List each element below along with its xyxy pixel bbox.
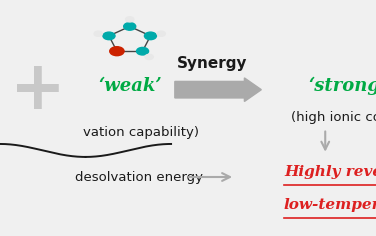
Circle shape bbox=[110, 47, 124, 56]
Text: Synergy: Synergy bbox=[177, 56, 248, 71]
Text: vation capability): vation capability) bbox=[83, 126, 199, 139]
Circle shape bbox=[103, 32, 115, 40]
Circle shape bbox=[144, 32, 156, 40]
Text: +: + bbox=[10, 57, 65, 123]
Circle shape bbox=[157, 31, 165, 36]
Text: desolvation energy: desolvation energy bbox=[75, 170, 203, 184]
Text: ‘strong: ‘strong bbox=[308, 77, 376, 95]
Text: Highly reversibl: Highly reversibl bbox=[284, 165, 376, 179]
Circle shape bbox=[145, 54, 153, 59]
FancyArrow shape bbox=[175, 78, 261, 101]
Text: ‘weak’: ‘weak’ bbox=[98, 77, 162, 95]
Circle shape bbox=[94, 31, 102, 36]
Text: low-temperature: low-temperature bbox=[284, 198, 376, 212]
Circle shape bbox=[136, 47, 149, 55]
Circle shape bbox=[124, 23, 136, 30]
Text: (high ionic cond: (high ionic cond bbox=[291, 111, 376, 125]
Circle shape bbox=[126, 17, 134, 22]
